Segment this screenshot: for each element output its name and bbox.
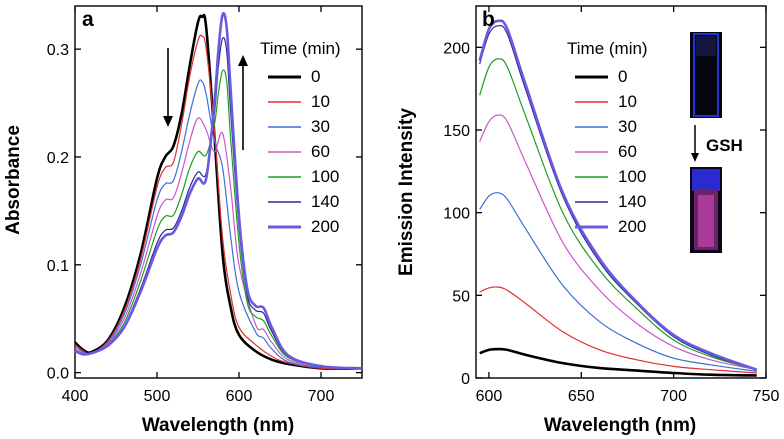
y-tick-label: 0.3 — [47, 42, 69, 59]
legend-label-60: 60 — [311, 142, 330, 161]
panel-a-xlabel: Wavelength (nm) — [142, 415, 294, 436]
legend-label-100: 100 — [618, 167, 646, 186]
inset-gsh-label: GSH — [706, 136, 743, 155]
series-line-30 — [479, 192, 757, 372]
series-line-200 — [74, 11, 363, 370]
legend-label-200: 200 — [618, 217, 646, 236]
series-line-60 — [479, 114, 757, 371]
x-tick-label: 700 — [660, 388, 687, 405]
legend-label-10: 10 — [311, 92, 330, 111]
panel-b-series — [478, 19, 758, 377]
y-tick-label: 150 — [443, 123, 470, 140]
y-tick-label: 100 — [443, 206, 470, 223]
increase-arrow — [238, 55, 248, 150]
series-line-100 — [479, 58, 757, 371]
y-tick-label: 0.0 — [47, 366, 69, 383]
series-line-0 — [479, 347, 757, 377]
y-tick-label: 0.2 — [47, 150, 69, 167]
series-line-30 — [74, 79, 363, 369]
y-tick-label: 50 — [452, 288, 470, 305]
series-line-60 — [74, 117, 363, 369]
decrease-arrow — [163, 48, 173, 127]
series-line-10 — [479, 286, 757, 374]
gsh-arrow — [691, 125, 699, 162]
x-tick-label: 400 — [62, 388, 89, 405]
panel-a-legend: 0 10 30 60 100 140 200 — [268, 67, 339, 236]
legend-label-60: 60 — [618, 142, 637, 161]
series-line-200 — [478, 19, 758, 371]
panel-a-ylabel: Absorbance — [3, 125, 24, 235]
legend-label-30: 30 — [618, 117, 637, 136]
panel-a-label: a — [82, 8, 94, 31]
legend-label-10: 10 — [618, 92, 637, 111]
legend-label-0: 0 — [311, 67, 320, 86]
legend-label-140: 140 — [311, 192, 339, 211]
panel-a-legend-title: Time (min) — [260, 39, 341, 58]
inset-cuvette-after — [690, 167, 722, 253]
panel-b-legend: 0 10 30 60 100 140 200 — [575, 67, 646, 236]
y-tick-label: 200 — [443, 40, 470, 57]
panel-b-label: b — [482, 8, 495, 31]
x-tick-label: 500 — [144, 388, 171, 405]
series-line-0 — [74, 13, 363, 370]
panel-b-legend-title: Time (min) — [567, 39, 648, 58]
panel-a-series — [74, 11, 363, 370]
y-tick-label: 0.1 — [47, 258, 69, 275]
legend-label-100: 100 — [311, 167, 339, 186]
x-tick-label: 600 — [476, 388, 503, 405]
legend-label-140: 140 — [618, 192, 646, 211]
inset-cuvette-before — [690, 32, 722, 118]
x-tick-label: 650 — [568, 388, 595, 405]
legend-label-0: 0 — [618, 67, 627, 86]
series-line-140 — [479, 24, 757, 371]
legend-label-200: 200 — [311, 217, 339, 236]
panel-b-xlabel: Wavelength (nm) — [544, 415, 696, 436]
panel-b-ylabel: Emission Intensity — [396, 108, 417, 276]
x-tick-label: 700 — [308, 388, 335, 405]
legend-label-30: 30 — [311, 117, 330, 136]
x-tick-label: 750 — [753, 388, 780, 405]
series-line-10 — [74, 34, 363, 370]
x-tick-label: 600 — [226, 388, 253, 405]
y-tick-label: 0 — [461, 371, 470, 388]
